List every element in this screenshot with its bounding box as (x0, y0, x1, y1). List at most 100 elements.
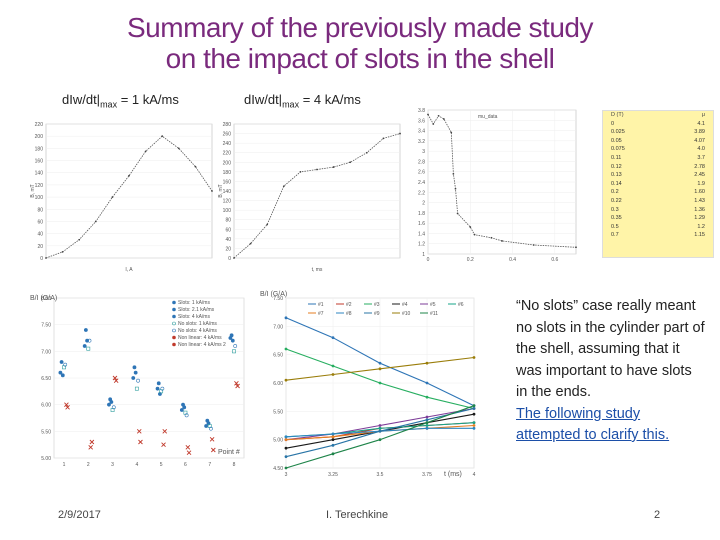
data-point (233, 344, 238, 348)
study-note-link[interactable]: The following study attempted to clarify… (516, 405, 670, 444)
y-tick-label: 220 (35, 122, 44, 128)
mu-table-cell-d: 0.3 (611, 206, 619, 213)
data-point (45, 257, 47, 259)
y-tick-label: 5.50 (273, 409, 283, 415)
plot-frame (45, 123, 213, 259)
data-point (88, 445, 94, 450)
data-point (425, 415, 429, 419)
legend-marker (172, 321, 176, 326)
mu-table-cell-d: 0.14 (611, 180, 622, 187)
data-point (161, 442, 166, 447)
y-tick-label: 7.50 (41, 323, 51, 329)
y-tick-label: 3 (422, 149, 425, 155)
legend-label: No slots: 4 kA/ms (178, 328, 217, 334)
x-tick-label: 7 (208, 462, 211, 468)
y-tick-label: 220 (223, 151, 232, 157)
data-point (284, 347, 288, 351)
mu-table-cell-mu: 1.15 (694, 232, 705, 239)
data-point (230, 338, 235, 343)
series-line (45, 135, 213, 259)
data-point (382, 137, 385, 140)
y-tick-label: 1.4 (418, 231, 425, 237)
x-tick-label: 5 (160, 462, 163, 468)
y-tick-label: 2.8 (418, 159, 425, 165)
y-tick-label: 6.50 (273, 353, 283, 359)
data-point (450, 131, 453, 134)
study-note-text: “No slots” case really meant no slots in… (516, 298, 705, 400)
y-tick-label: 140 (35, 171, 44, 177)
y-tick-label: 80 (225, 218, 231, 224)
x-tick-label: 0 (427, 257, 430, 263)
data-point (425, 421, 429, 425)
data-point (331, 364, 335, 368)
y-tick-label: 3.6 (418, 118, 425, 124)
data-point (58, 370, 63, 375)
y-tick-label: 2.4 (418, 180, 425, 186)
mu-table-cell-d: 0.2 (611, 189, 619, 196)
x-axis-label: I, A (125, 267, 133, 272)
mu-table-cell-d: 0.075 (611, 146, 625, 153)
rate-label-left-prefix: dIw/dt| (62, 92, 101, 107)
data-point (472, 407, 476, 410)
y-tick-label: 1.6 (418, 221, 425, 227)
x-tick-label: 4 (473, 472, 476, 478)
legend-label: No slots: 1 kA/ms (178, 321, 217, 327)
data-point (111, 405, 116, 410)
y-tick-label: 7.50 (273, 296, 283, 302)
y-tick-label: 3.4 (418, 129, 425, 135)
data-point (299, 170, 302, 173)
legend-label: Non linear: 4 kA/ms (178, 335, 222, 341)
data-point (399, 132, 401, 135)
data-point (378, 381, 382, 385)
data-point (134, 386, 139, 391)
mu-table-row: 0.11 3.7 (603, 154, 713, 163)
x-tick-label: 1 (63, 462, 66, 468)
x-axis-label: t (ms) (444, 471, 462, 478)
data-point (78, 238, 81, 241)
mu-table-cell-d: 0.35 (611, 215, 622, 222)
data-point (425, 418, 429, 422)
data-point (209, 437, 215, 442)
data-point (331, 452, 335, 456)
y-tick-label: 280 (223, 122, 232, 128)
data-point (490, 236, 493, 239)
data-point (472, 424, 476, 427)
y-tick-label: 2.6 (418, 170, 425, 176)
legend-label: Slots: 4 kA/ms (178, 314, 210, 320)
y-tick-label: 260 (223, 132, 232, 138)
rate-label-mid-sub: max (282, 99, 300, 110)
legend-marker (172, 328, 176, 333)
y-tick-label: 0 (228, 256, 231, 262)
data-point (179, 408, 184, 412)
data-point (249, 242, 252, 245)
y-tick-label: 2 (422, 201, 425, 207)
mu-table-cell-mu: 1.9 (697, 180, 705, 187)
data-point (454, 187, 457, 190)
legend-marker (172, 342, 176, 347)
y-tick-label: 80 (37, 207, 43, 213)
rate-label-left-value: = 1 kA/ms (117, 92, 179, 107)
data-point (472, 421, 476, 425)
data-point (61, 251, 64, 253)
mu-table-cell-mu: 1.36 (694, 206, 705, 213)
x-axis-label: t, ms (312, 267, 323, 272)
data-point (160, 386, 165, 391)
mu-table-cell-mu: 2.45 (694, 172, 705, 179)
y-tick-label: 7.00 (41, 349, 51, 355)
data-point (109, 400, 114, 404)
y-tick-label: 140 (223, 189, 232, 195)
data-point (472, 426, 476, 430)
x-axis-label: Point # (218, 449, 240, 456)
mu-table-row: 0.075 4.0 (603, 145, 713, 154)
y-tick-label: 200 (35, 134, 44, 140)
y-tick-label: 160 (223, 179, 232, 185)
mu-table-row: 0.35 1.29 (603, 214, 713, 223)
mu-table-cell-d: 0 (611, 120, 615, 127)
slide-title-line2: on the impact of slots in the shell (165, 43, 555, 74)
data-point (331, 336, 335, 340)
legend-label: Slots: 1 kA/ms (178, 300, 210, 306)
study-note: “No slots” case really meant no slots in… (516, 296, 706, 447)
mu-table-row: 0.5 1.2 (603, 223, 713, 232)
y-tick-label: 6.50 (41, 376, 51, 382)
data-point (162, 429, 168, 434)
